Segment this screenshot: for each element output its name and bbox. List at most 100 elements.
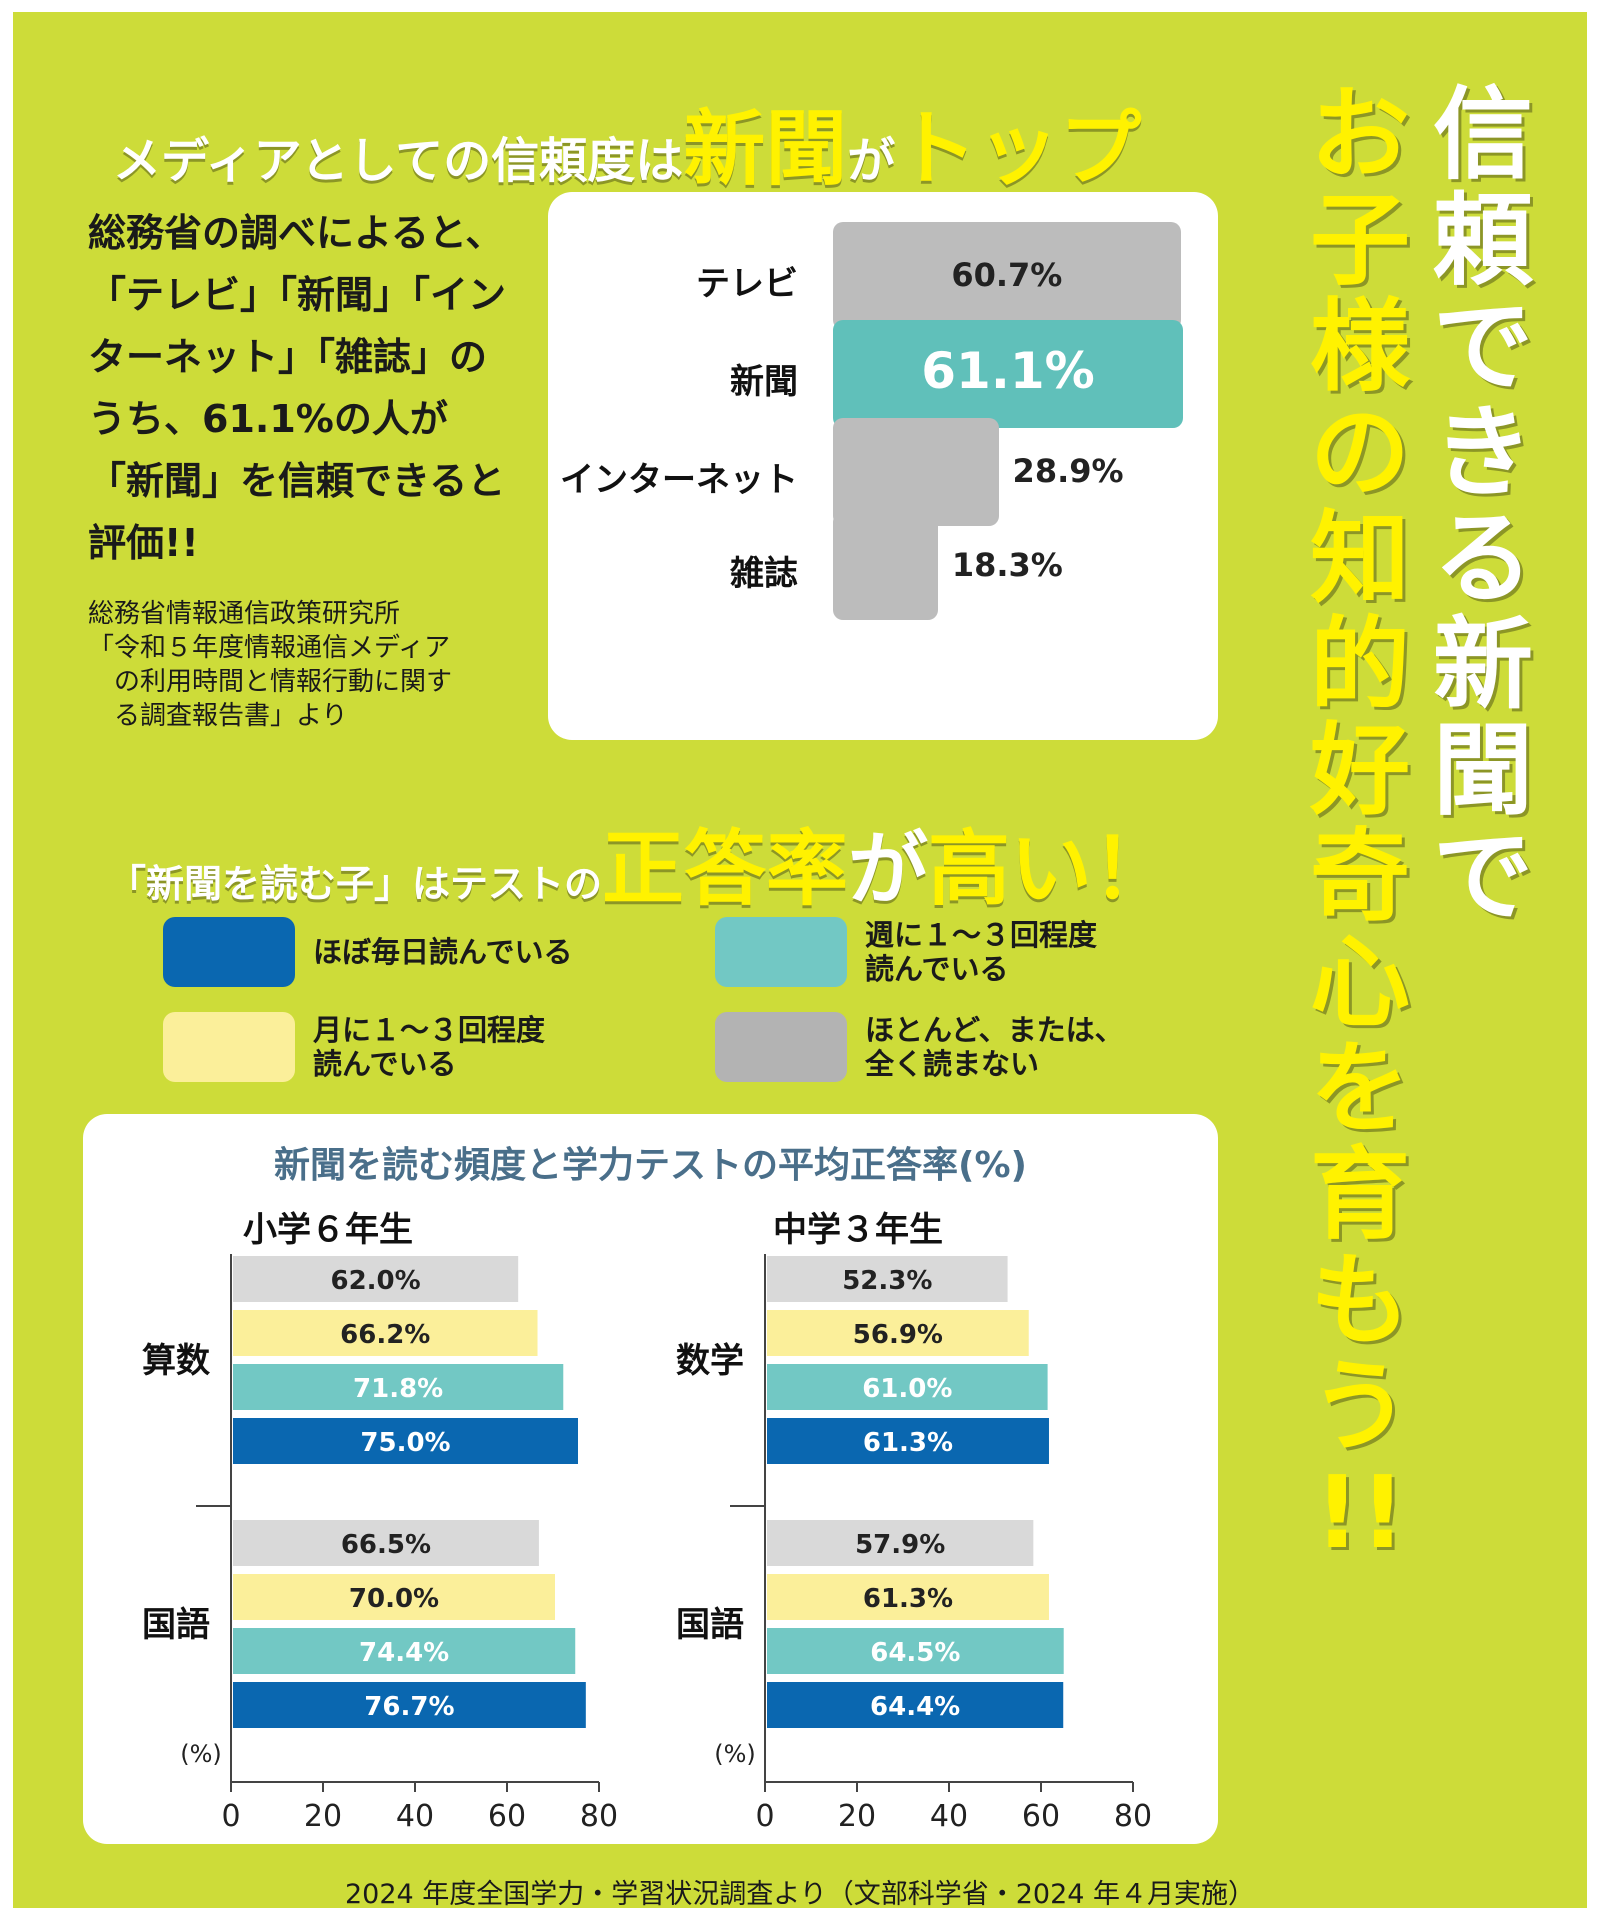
x-tick-label: 20: [304, 1799, 342, 1834]
vertical-title-left-char: 心: [1310, 924, 1410, 1041]
score-bar: [767, 1364, 1048, 1410]
x-tick-label: 0: [755, 1799, 774, 1834]
x-tick-label: 60: [488, 1799, 526, 1834]
score-value-label: 61.3%: [863, 1428, 953, 1458]
score-value-label: 64.5%: [870, 1638, 960, 1668]
subject-label: 国語: [676, 1605, 744, 1645]
score-value-label: 66.5%: [341, 1530, 431, 1560]
media-value-label: 61.1%: [921, 342, 1095, 400]
score-bar: [233, 1256, 519, 1302]
score-value-label: 71.8%: [353, 1374, 443, 1404]
vertical-title-left-char: 子: [1310, 182, 1410, 299]
legend-label: ほとんど、または、 全く読まない: [865, 1013, 1124, 1081]
x-tick-label: 40: [396, 1799, 434, 1834]
score-bar: [233, 1418, 578, 1464]
legend-swatch: [715, 1012, 847, 1082]
score-value-label: 64.4%: [870, 1692, 960, 1722]
media-value-label: 28.9%: [1012, 452, 1124, 490]
intro-text: 総務省の調べによると、「テレビ」「新聞」「インターネット」「雑誌」のうち、61.…: [88, 211, 507, 565]
score-bar: [767, 1628, 1064, 1674]
media-category-label: インターネット: [560, 460, 798, 500]
x-tick-label: 40: [930, 1799, 968, 1834]
x-tick-label: 20: [838, 1799, 876, 1834]
x-tick-label: 60: [1022, 1799, 1060, 1834]
legend-label: 週に１～３回程度 読んでいる: [865, 918, 1098, 986]
headline-big-shinbun: 新聞: [683, 102, 848, 197]
headline2-pre: 「新聞を読む子」はテストの: [108, 862, 603, 906]
score-bar: [767, 1310, 1029, 1356]
headline2-big-seitoritsu: 正答率: [602, 822, 849, 917]
vertical-title-left-char: も: [1310, 1242, 1410, 1359]
panel-title-elementary: 小学６年生: [243, 1210, 413, 1250]
legend-label: 月に１～３回程度 読んでいる: [313, 1013, 546, 1081]
x-axis-unit-label: (%): [180, 1740, 222, 1768]
media-bar: [833, 512, 938, 620]
vertical-title-left-char: の: [1310, 394, 1410, 511]
poster: メディアとしての信頼度は新聞がトップ 総務省の調べによると、「テレビ」「新聞」「…: [13, 12, 1587, 1910]
media-bar: [833, 320, 1183, 428]
score-value-label: 74.4%: [359, 1638, 449, 1668]
media-bar: [833, 418, 999, 526]
score-bar: [767, 1256, 1008, 1302]
score-value-label: 57.9%: [855, 1530, 945, 1560]
vertical-title-right-char: 頼: [1433, 182, 1533, 299]
score-bar: [233, 1310, 538, 1356]
vertical-title-left-char: 知: [1310, 500, 1410, 617]
media-bar: [833, 222, 1181, 330]
media-category-label: 雑誌: [730, 554, 798, 594]
vertical-title-right-char: で: [1433, 288, 1533, 405]
vertical-title-left-char: お: [1310, 76, 1410, 193]
vertical-title-right-char: 信: [1433, 76, 1533, 193]
survey-source-note: 総務省情報通信政策研究所 「令和５年度情報通信メディア の利用時間と情報行動に関…: [88, 599, 453, 731]
panel-title-junior-high: 中学３年生: [773, 1210, 943, 1250]
vertical-title-left-char: う: [1310, 1348, 1410, 1465]
vertical-title-left-char: 育: [1310, 1136, 1410, 1253]
score-value-label: 76.7%: [364, 1692, 454, 1722]
score-bar: [767, 1520, 1034, 1566]
vertical-title-left: お子様の知的好奇心を育もう!!: [1305, 82, 1415, 1566]
vertical-title-left-char: を: [1310, 1030, 1410, 1147]
test-score-chart-title: 新聞を読む頻度と学力テストの平均正答率(%): [274, 1145, 1027, 1186]
subject-label: 国語: [142, 1605, 210, 1645]
x-tick-label: 0: [221, 1799, 240, 1834]
x-axis-unit-label: (%): [714, 1740, 756, 1768]
headline2-big-takai: 高い！: [928, 822, 1175, 917]
headline-big-top: トップ: [895, 102, 1142, 197]
score-bar: [233, 1574, 555, 1620]
vertical-title-left-char: 奇: [1310, 818, 1410, 935]
score-value-label: 61.3%: [863, 1584, 953, 1614]
media-category-label: 新聞: [730, 362, 798, 402]
headline-ga: が: [847, 133, 896, 189]
score-bar: [767, 1574, 1049, 1620]
vertical-title-left-char: 好: [1310, 712, 1410, 829]
headline-pre: メディアとしての信頼度は: [113, 133, 684, 189]
vertical-title-left-char: 様: [1310, 288, 1410, 405]
score-bar: [233, 1364, 564, 1410]
vertical-title-right-char: 新: [1433, 606, 1533, 723]
legend-swatch: [163, 1012, 295, 1082]
headline2-ga: が: [848, 823, 929, 916]
x-tick-label: 80: [580, 1799, 618, 1834]
vertical-title-left-char: !!: [1314, 1454, 1406, 1571]
score-value-label: 75.0%: [360, 1428, 450, 1458]
score-value-label: 66.2%: [340, 1320, 430, 1350]
score-value-label: 70.0%: [349, 1584, 439, 1614]
vertical-title-right: 信頼できる新聞で: [1428, 82, 1538, 930]
x-tick-label: 80: [1114, 1799, 1152, 1834]
headline-test-score: 「新聞を読む子」はテストの正答率が高い！: [108, 802, 1174, 921]
vertical-title-right-char: る: [1433, 500, 1533, 617]
media-value-label: 18.3%: [951, 546, 1063, 584]
headline-media-trust: メディアとしての信頼度は新聞がトップ: [113, 82, 1141, 201]
legend-swatch: [163, 917, 295, 987]
bottom-source-note: 2024 年度全国学力・学習状況調査より（文部科学省・2024 年４月実施）: [344, 1879, 1256, 1910]
vertical-title-right-char: き: [1433, 394, 1533, 511]
score-value-label: 62.0%: [330, 1266, 420, 1296]
score-bar: [233, 1628, 576, 1674]
media-value-label: 60.7%: [951, 256, 1063, 294]
score-bar: [233, 1682, 586, 1728]
legend-swatch: [715, 917, 847, 987]
vertical-title-left-char: 的: [1310, 606, 1410, 723]
subject-label: 数学: [676, 1341, 744, 1381]
score-bar: [767, 1418, 1049, 1464]
media-trust-chart: テレビ 60.7% 新聞 61.1% インターネット 28.9% 雑誌 18.3%: [548, 192, 1218, 740]
